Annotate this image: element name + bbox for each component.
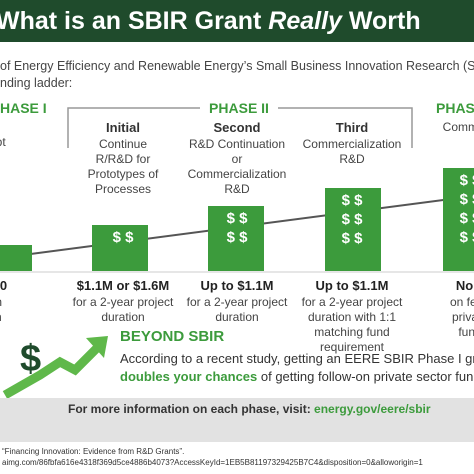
column-desc: Continue	[98, 137, 148, 151]
bar	[443, 168, 474, 271]
phase-label: PHASE II	[209, 100, 269, 116]
dollar-signs: $ $	[341, 211, 363, 228]
footer-text: For more information on each phase, visi…	[68, 402, 315, 416]
intro-line: nding ladder:	[0, 76, 73, 90]
dollar-signs: $	[0, 249, 50, 266]
amount-detail: requirement	[319, 340, 385, 354]
amount-detail: on fede	[449, 295, 474, 309]
bar	[0, 245, 32, 271]
dollar-signs: $ $	[459, 172, 474, 189]
column-desc: R/R&D for	[95, 152, 151, 166]
amount: No li	[455, 278, 474, 293]
phase-label: HASE I	[0, 100, 47, 116]
column-desc: f Concept	[0, 135, 6, 149]
dollar-signs: $ $	[226, 210, 248, 227]
amount-detail: duration	[0, 310, 50, 324]
footer: For more information on each phase, visi…	[68, 402, 431, 416]
column-desc: or	[231, 152, 243, 166]
beyond-bold: doubles your chances	[120, 369, 258, 384]
amount-detail: private	[451, 310, 474, 324]
column-desc: Processes	[94, 182, 152, 196]
bar	[325, 188, 381, 271]
dollar-signs: $ $	[459, 210, 474, 227]
amount: $1.1M or $1.6M	[76, 278, 170, 293]
amount-detail: for a 2-year project	[301, 295, 403, 309]
bar	[208, 206, 264, 271]
dollar-signs: $ $	[226, 229, 248, 246]
intro: of Energy Efficiency and Renewable Energ…	[0, 58, 474, 92]
column-desc: R&D	[339, 152, 365, 166]
beyond-line: of getting follow-on private sector fun	[257, 369, 474, 384]
beyond-text: According to a recent study, getting an …	[120, 350, 474, 386]
dollar-signs: $ $	[341, 192, 363, 209]
title-text: Worth	[341, 7, 421, 35]
dollar-icon: $	[20, 338, 42, 380]
source: “Financing Innovation: Evidence from R&D…	[2, 446, 423, 468]
amount-detail: matching fund	[314, 325, 390, 339]
amount: Up to $1.1M	[200, 278, 274, 293]
bracket	[278, 107, 413, 148]
column-heading: Third	[335, 120, 369, 135]
footer-link: energy.gov/eere/sbir	[314, 402, 431, 416]
column-desc: Commercialization	[187, 167, 287, 181]
beyond-title: BEYOND SBIR	[120, 328, 225, 345]
title: What is an SBIR Grant Really Worth	[0, 7, 421, 36]
intro-line: of Energy Efficiency and Renewable Energ…	[0, 59, 474, 73]
bracket	[67, 107, 200, 148]
source-line: aimg.com/86fbfa616e4318f369d5ce4886b4073…	[2, 458, 423, 467]
column-desc: R&D Continuation	[188, 137, 286, 151]
column-desc: Commerci	[442, 120, 474, 134]
amount-detail: fund	[458, 325, 474, 339]
amount: Up to $1.1M	[315, 278, 389, 293]
title-bar	[0, 0, 474, 42]
amount-detail: for a 2-year project	[72, 295, 174, 309]
bar	[92, 225, 148, 271]
arrow-head	[86, 336, 108, 358]
arrow	[2, 341, 104, 399]
phase-label: PHAS	[436, 100, 474, 116]
source-line: “Financing Innovation: Evidence from R&D…	[2, 447, 185, 456]
column-heading: Second	[213, 120, 261, 135]
column-desc: sibility,	[0, 120, 50, 134]
dollar-signs: $ $	[459, 229, 474, 246]
dollar-signs: $ $	[112, 229, 134, 246]
column-heading: Initial	[106, 120, 140, 135]
column-desc: Commercialization	[302, 137, 402, 151]
amount: $200,000	[0, 278, 8, 293]
beyond-line: According to a recent study, getting an …	[120, 351, 474, 366]
amount-detail: duration	[101, 310, 145, 324]
dollar-signs: $ $	[341, 230, 363, 247]
amount-detail: 2-month	[0, 295, 50, 309]
footer-band	[0, 398, 474, 442]
dollar-signs: $ $	[459, 191, 474, 208]
column-desc: R&D	[224, 182, 250, 196]
column-desc: Prototypes of	[87, 167, 159, 181]
amount-detail: duration with 1:1	[307, 310, 397, 324]
amount-detail: duration	[215, 310, 259, 324]
title-em: Really	[268, 7, 342, 35]
amount-detail: for a 2-year project	[186, 295, 288, 309]
title-text: What is an SBIR Grant	[0, 7, 269, 35]
